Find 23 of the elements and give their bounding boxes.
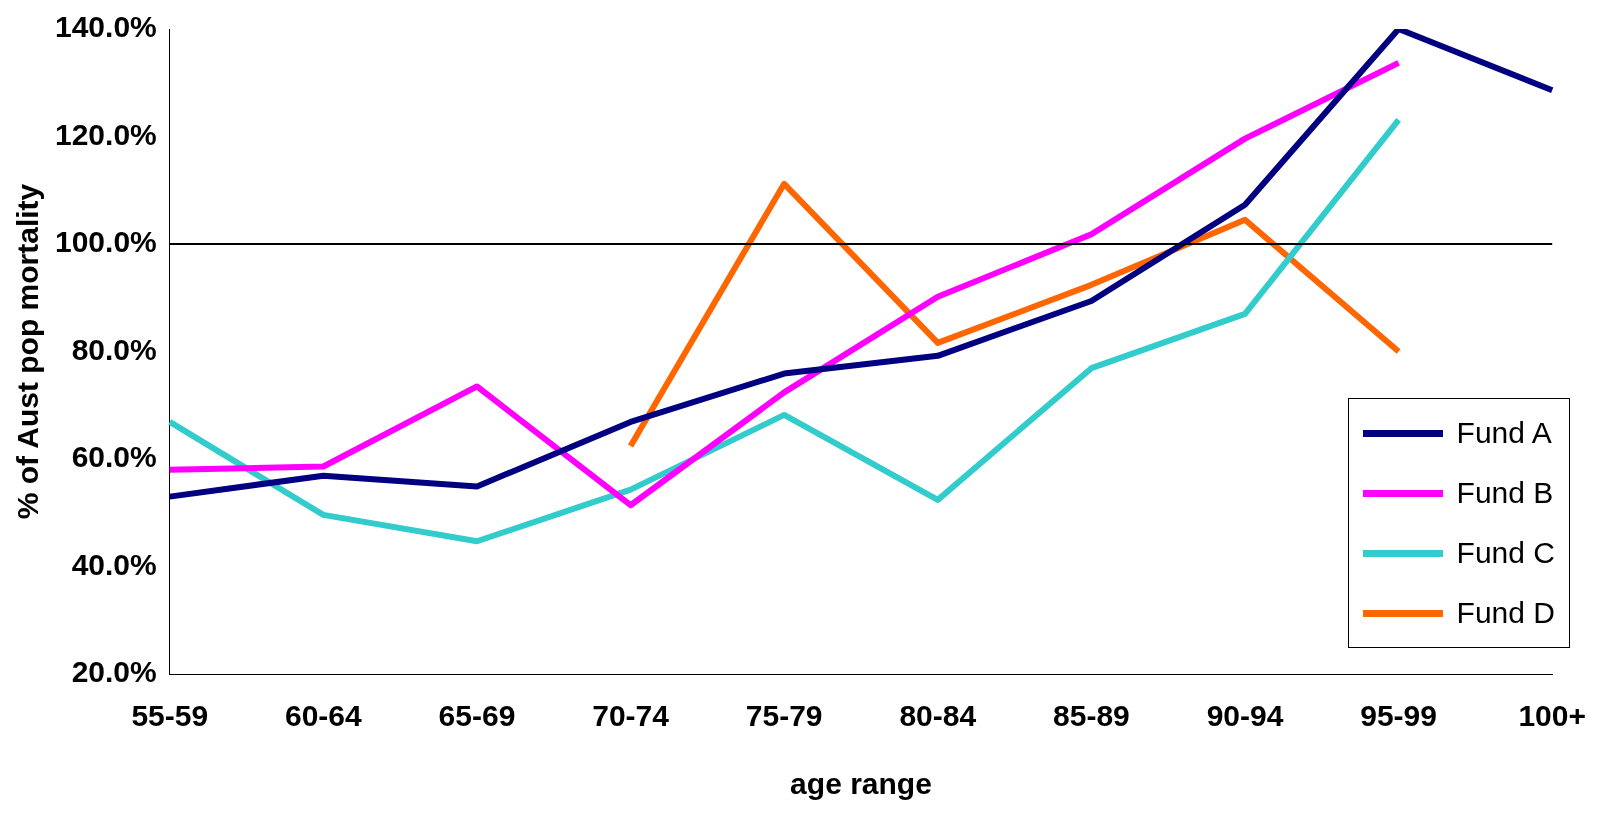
y-tick-label: 60.0% [71,440,157,474]
y-tick-label: 80.0% [71,332,157,366]
x-tick-label: 70-74 [592,699,670,733]
x-tick-label: 100+ [1518,699,1586,733]
x-tick-label: 80-84 [899,699,977,733]
x-axis-title: age range [790,767,932,801]
y-tick-label: 100.0% [55,225,157,259]
legend-label: Fund B [1456,476,1554,510]
y-tick-label: 40.0% [71,547,157,581]
legend-label: Fund A [1456,416,1552,450]
x-tick-label: 65-69 [438,699,516,733]
legend-label: Fund C [1456,536,1555,570]
x-tick-label: 85-89 [1053,699,1130,733]
x-tick-label: 60-64 [284,699,363,733]
x-tick-label: 55-59 [131,699,209,733]
y-tick-label: 140.0% [55,10,157,44]
y-tick-label: 20.0% [71,655,157,689]
y-tick-label: 120.0% [55,117,157,151]
y-axis-title: % of Aust pop mortality [11,183,45,520]
x-tick-label: 75-79 [745,699,823,733]
legend-label: Fund D [1456,596,1555,630]
x-tick-label: 95-99 [1360,699,1437,733]
x-tick-label: 90-94 [1206,699,1284,733]
